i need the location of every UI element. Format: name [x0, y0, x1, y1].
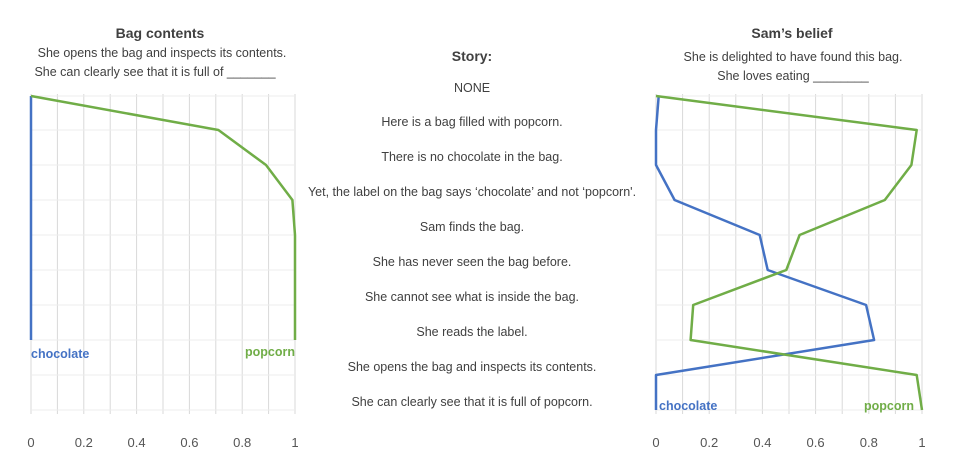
x-tick-label: 1 [918, 435, 925, 450]
story-line-5: Sam finds the bag. [420, 220, 524, 234]
bag-contents-label-chocolate: chocolate [31, 347, 89, 361]
bag-contents-subtitle-1: She opens the bag and inspects its conte… [38, 46, 287, 60]
story-line-4: Yet, the label on the bag says ‘chocolat… [308, 185, 636, 199]
series-line-chocolate [654, 95, 876, 410]
sams-belief-subtitle-1: She is delighted to have found this bag. [684, 50, 903, 64]
sams-belief-subtitle-2: She loves eating ________ [717, 69, 870, 83]
x-tick-label: 1 [291, 435, 298, 450]
x-tick-label: 0.4 [128, 435, 146, 450]
series-line-popcorn [30, 94, 297, 340]
x-tick-label: 0.6 [180, 435, 198, 450]
bag-contents-label-popcorn: popcorn [245, 345, 295, 359]
grid-bag-contents [30, 94, 296, 414]
x-tick-label: 0.6 [807, 435, 825, 450]
x-tick-label: 0 [652, 435, 659, 450]
bag-contents-subtitle-2: She can clearly see that it is full of _… [34, 65, 276, 79]
x-tick-label: 0.4 [753, 435, 771, 450]
story-lines: NONE Here is a bag filled with popcorn. Th… [308, 81, 636, 409]
x-tick-label: 0.8 [233, 435, 251, 450]
story-line-3: There is no chocolate in the bag. [381, 150, 562, 164]
story-line-1: NONE [454, 81, 490, 95]
x-tick-label: 0.8 [860, 435, 878, 450]
sams-belief-label-popcorn: popcorn [864, 399, 914, 413]
story-line-7: She cannot see what is inside the bag. [365, 290, 579, 304]
series-sams-belief [654, 94, 924, 411]
x-tick-label: 0 [27, 435, 34, 450]
story-line-6: She has never seen the bag before. [373, 255, 572, 269]
story-line-2: Here is a bag filled with popcorn. [381, 115, 562, 129]
x-tick-label: 0.2 [700, 435, 718, 450]
story-line-10: She can clearly see that it is full of p… [351, 395, 592, 409]
sams-belief-x-ticks: 0 0.2 0.4 0.6 0.8 1 [652, 435, 925, 450]
story-line-9: She opens the bag and inspects its conte… [348, 360, 597, 374]
sams-belief-label-chocolate: chocolate [659, 399, 717, 413]
series-line-popcorn [655, 94, 924, 411]
bag-contents-x-ticks: 0 0.2 0.4 0.6 0.8 1 [27, 435, 298, 450]
bag-contents-title: Bag contents [116, 25, 205, 41]
story-line-8: She reads the label. [416, 325, 527, 339]
series-bag-contents [29, 94, 297, 341]
grid-sams-belief [655, 94, 923, 414]
x-tick-label: 0.2 [75, 435, 93, 450]
panel-sams-belief: Sam’s belief She is delighted to have fo… [652, 25, 925, 450]
story-panel: Story: NONE Here is a bag filled with pop… [308, 48, 636, 409]
panel-bag-contents: Bag contents She opens the bag and inspe… [27, 25, 298, 450]
sams-belief-title: Sam’s belief [751, 25, 833, 41]
story-heading: Story: [452, 48, 492, 64]
